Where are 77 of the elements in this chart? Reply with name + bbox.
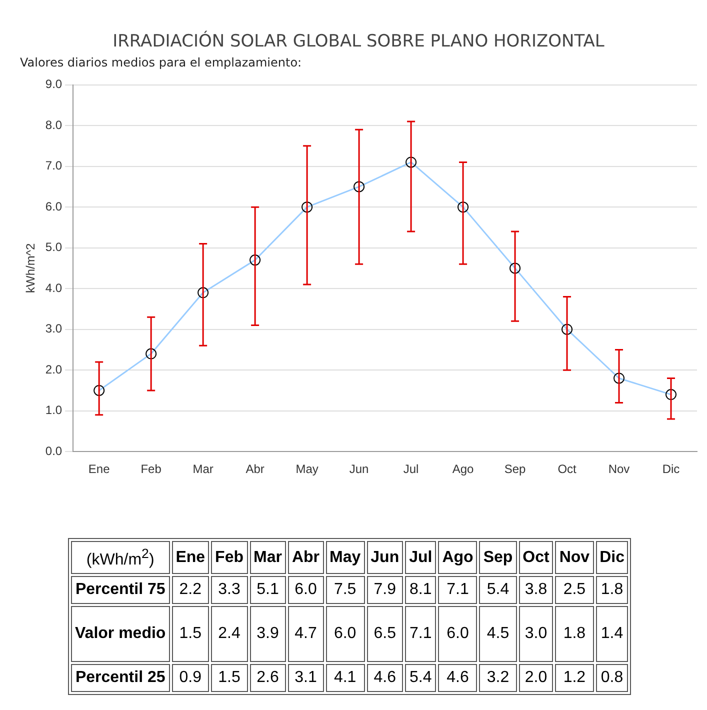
text: 1.8 [600,581,624,598]
category-label: Ago [438,541,478,574]
text: 1.2 [563,669,586,686]
text: 6.0 [446,625,469,642]
y-tick-label: 3.0 [45,322,62,336]
text: 7.5 [334,581,356,598]
y-tick-label: 0.0 [45,444,62,458]
y-tick-label: 9.0 [45,77,62,92]
chart-subtitle: Valores diarios medios para el emplazamiento: [20,56,302,70]
text: 3.1 [294,669,317,686]
category-label: Percentil 75 [75,581,166,598]
text: 7.1 [446,581,469,598]
text: 1.5 [179,625,202,642]
x-tick-label: Ago [452,462,474,476]
text: 7.9 [374,581,396,598]
y-tick-label: 4.0 [45,280,62,295]
x-tick-label: Abr [246,462,264,476]
category-label: Abr [288,541,324,574]
text: 1.4 [600,625,624,642]
text: 4.6 [446,669,469,686]
text: 2.4 [218,625,240,642]
text: 2.2 [179,581,202,598]
text: 2.5 [563,581,586,598]
x-tick-label: Sep [504,462,526,476]
y-tick-label: 7.0 [45,158,62,173]
x-tick-label: Oct [558,462,578,476]
text: 5.4 [486,581,510,598]
text: 2.0 [524,669,548,686]
category-label: Ene [172,541,210,574]
text: 5.1 [256,581,279,598]
x-tick-label: Jun [349,462,369,476]
category-label: Feb [211,541,248,574]
y-tick-label: 2.0 [45,362,62,376]
text: 6.5 [374,625,396,642]
y-tick-label: 1.0 [45,403,62,418]
category-label: Percentil 25 [75,669,166,686]
x-tick-label: Mar [192,462,214,476]
text: 3.3 [218,581,240,598]
x-tick-label: Jul [403,462,419,476]
text: 5.4 [410,669,432,686]
text: 4.1 [334,669,356,686]
category-label: Mar [250,541,286,574]
y-tick-label: 5.0 [45,240,62,254]
category-label: Jun [366,541,404,574]
text: 1.8 [563,625,586,642]
text: 0.9 [179,669,202,686]
text: 3.9 [256,625,279,642]
category-label: Oct [518,541,554,574]
category-label: May [326,541,365,574]
x-tick-label: Feb [140,462,162,476]
text: 7.1 [410,625,432,642]
text: 6.0 [294,581,317,598]
text: 4.7 [294,625,317,642]
text: 4.5 [486,625,510,642]
text: 0.8 [600,669,624,686]
text: 3.2 [486,669,510,686]
category-label: Dic [596,541,628,574]
x-tick-label: Ene [88,462,110,476]
category-label: Jul [405,541,436,574]
y-tick-label: 8.0 [45,118,62,132]
y-axis-title: kWh/m^2 [24,243,38,294]
text: 1.5 [218,669,240,686]
text: 2.6 [256,669,279,686]
text: 4.6 [374,669,396,686]
text: (kWh/m$^{2}$) [71,541,170,574]
text: 3.0 [524,625,548,642]
x-tick-label: Nov [608,462,630,476]
text: 6.0 [334,625,356,642]
x-tick-label: May [296,462,318,476]
text: 3.8 [524,581,548,598]
category-label: Valor medio [75,625,166,642]
y-tick-label: 6.0 [45,199,62,214]
text: 8.1 [410,581,432,598]
category-label: Sep [479,541,517,574]
x-tick-label: Dic [662,462,680,476]
category-label: Nov [555,541,594,574]
chart-title: IRRADIACIÓN SOLAR GLOBAL SOBRE PLANO HORIZONTAL [112,30,605,52]
